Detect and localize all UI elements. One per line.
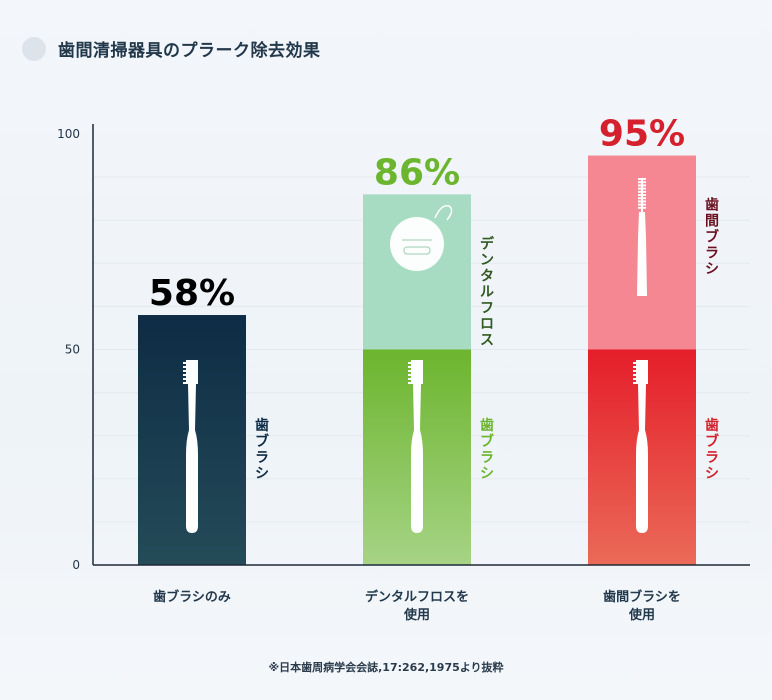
vertical-char: ラ (705, 246, 719, 262)
vertical-char: ラ (480, 450, 494, 466)
toothbrush-icon (633, 360, 648, 533)
vertical-char: ス (480, 332, 494, 348)
toothbrush-icon (183, 360, 198, 533)
toothbrush-bristle (633, 378, 636, 380)
toothbrush-bristle (633, 362, 636, 364)
vertical-char: シ (255, 466, 269, 482)
category-label: 使用 (403, 607, 430, 623)
segment-label: 歯ブラシ (705, 417, 719, 482)
toothbrush-head (186, 360, 198, 384)
toothbrush-bristle (633, 382, 636, 384)
segment-label: 歯間ブラシ (705, 197, 719, 278)
brush-handle (637, 212, 647, 296)
vertical-char: ル (480, 284, 494, 300)
vertical-char: タ (480, 268, 494, 284)
vertical-char: シ (705, 262, 719, 278)
category-label: 使用 (628, 607, 655, 623)
floss-case (390, 217, 444, 271)
vertical-char: 歯 (255, 417, 269, 434)
y-tick-label: 0 (72, 558, 80, 572)
vertical-char: ブ (480, 433, 494, 450)
vertical-char: ラ (705, 450, 719, 466)
chart-title: 歯間清掃器具のプラーク除去効果 (58, 41, 321, 61)
toothbrush-bristle (183, 366, 186, 368)
title-bullet-icon (22, 36, 46, 61)
total-value-label: 58% (149, 273, 235, 314)
vertical-char: シ (705, 466, 719, 482)
vertical-char: 歯 (705, 197, 719, 214)
toothbrush-bristle (183, 374, 186, 376)
vertical-char: 歯 (480, 417, 494, 434)
category-label: デンタルフロスを (365, 589, 469, 605)
vertical-char: ブ (705, 433, 719, 450)
segment-label: 歯ブラシ (255, 417, 269, 482)
toothbrush-bristle (633, 374, 636, 376)
toothbrush-bristle (408, 362, 411, 364)
source-note: ※日本歯周病学会会誌,17:262,1975より抜粋 (268, 661, 504, 674)
vertical-char: 間 (705, 214, 719, 230)
vertical-char: ロ (480, 316, 494, 332)
toothbrush-bristle (408, 366, 411, 368)
toothbrush-icon (408, 360, 423, 533)
toothbrush-handle (186, 384, 198, 533)
vertical-char: ン (480, 252, 494, 268)
vertical-char: フ (480, 300, 494, 316)
chart-header: 歯間清掃器具のプラーク除去効果 (22, 36, 321, 61)
toothbrush-bristle (633, 366, 636, 368)
toothbrush-head (636, 360, 648, 384)
toothbrush-bristle (408, 378, 411, 380)
toothbrush-bristle (183, 362, 186, 364)
floss-case-badge (403, 246, 431, 255)
y-tick-label: 50 (65, 343, 80, 357)
segment-label: 歯ブラシ (480, 417, 494, 482)
toothbrush-bristle (183, 378, 186, 380)
vertical-char: シ (480, 466, 494, 482)
toothbrush-handle (636, 384, 648, 533)
y-tick-label: 100 (57, 127, 80, 141)
toothbrush-bristle (408, 370, 411, 372)
vertical-char: 歯 (705, 417, 719, 434)
vertical-char: ラ (255, 450, 269, 466)
brush-wire (641, 178, 643, 212)
vertical-char: デ (480, 235, 495, 252)
toothbrush-bristle (408, 374, 411, 376)
toothbrush-bristle (408, 382, 411, 384)
toothbrush-head (411, 360, 423, 384)
toothbrush-handle (411, 384, 423, 533)
vertical-char: ブ (705, 229, 719, 246)
toothbrush-bristle (633, 370, 636, 372)
total-value-label: 95% (599, 114, 685, 155)
toothbrush-bristle (183, 370, 186, 372)
dental-floss-icon (390, 205, 453, 271)
vertical-char: ブ (255, 433, 269, 450)
interdental-brush-icon (637, 178, 647, 296)
category-label: 歯間ブラシを (603, 589, 681, 605)
floss-strand (434, 205, 453, 221)
total-value-label: 86% (374, 152, 460, 193)
category-label: 歯ブラシのみ (153, 589, 231, 605)
segment-label: デンタルフロス (480, 235, 495, 348)
toothbrush-bristle (183, 382, 186, 384)
